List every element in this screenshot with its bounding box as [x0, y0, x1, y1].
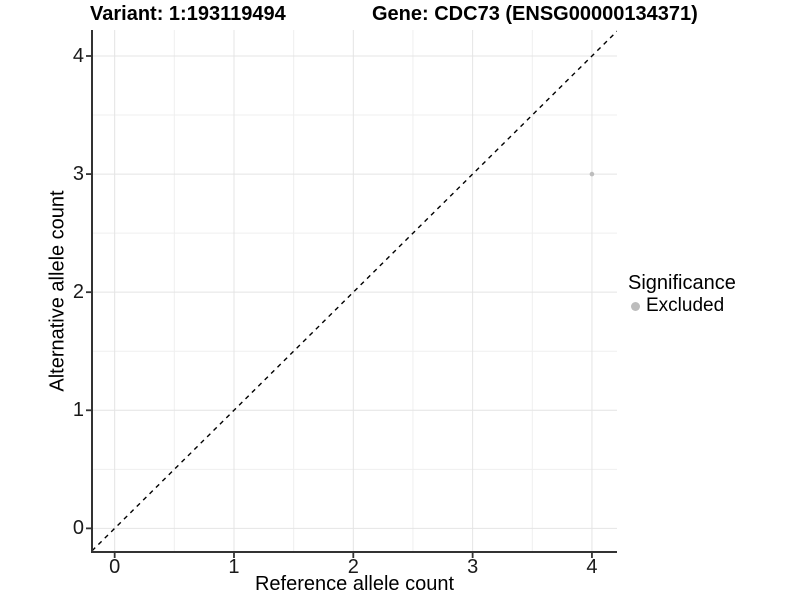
x-tick-label: 1 — [228, 556, 240, 578]
plot-title-gene: Gene: CDC73 (ENSG00000134371) — [372, 3, 698, 25]
legend-item-label: Excluded — [646, 295, 725, 316]
data-point — [589, 171, 595, 177]
y-tick-label: 2 — [72, 281, 84, 304]
y-tick-label: 1 — [72, 399, 84, 422]
legend-point-icon — [631, 301, 640, 311]
x-tick-label: 3 — [467, 556, 479, 578]
legend: Significance Excluded — [628, 271, 736, 316]
identity-dashed-line — [92, 30, 617, 552]
x-tick-label: 2 — [347, 556, 359, 578]
plot-title-variant: Variant: 1:193119494 — [90, 3, 286, 25]
legend-title: Significance — [628, 272, 736, 294]
x-axis-title: Reference allele count — [254, 573, 454, 595]
y-tick-label: 4 — [72, 44, 84, 67]
x-tick-label: 0 — [109, 556, 121, 578]
x-tick-label: 4 — [586, 556, 598, 578]
y-tick-label: 0 — [72, 517, 84, 540]
y-axis-title: Alternative allele count — [46, 190, 69, 392]
y-tick-label: 3 — [72, 163, 84, 186]
legend-item-excluded: Excluded — [628, 296, 736, 316]
